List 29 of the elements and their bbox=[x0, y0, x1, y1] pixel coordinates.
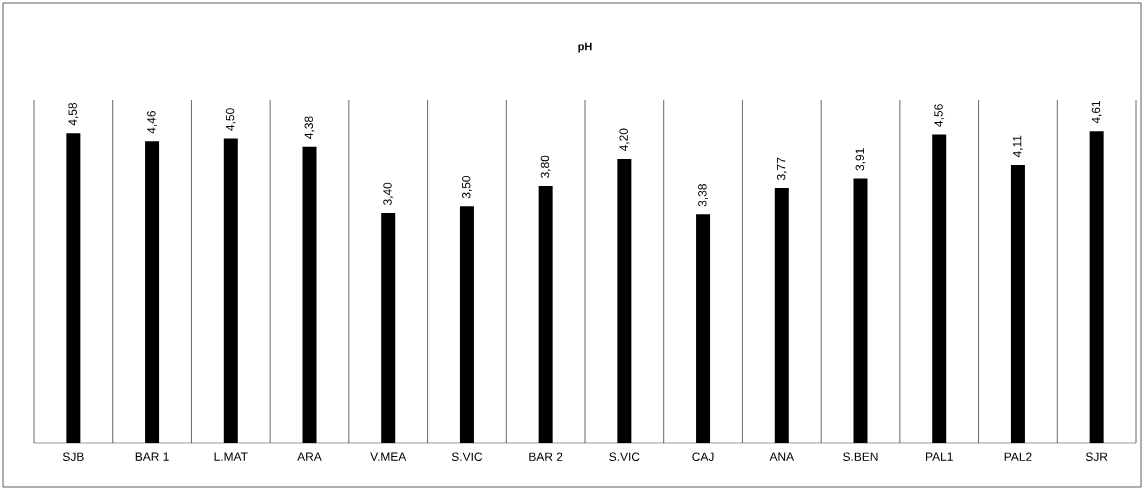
data-label: 3,80 bbox=[540, 155, 551, 178]
x-tick-label: L.MAT bbox=[214, 452, 248, 461]
data-label: 4,58 bbox=[68, 102, 79, 126]
x-tick-label: SJB bbox=[62, 452, 84, 461]
data-label: 4,56 bbox=[934, 104, 945, 127]
x-tick-label: S.VIC bbox=[451, 452, 483, 461]
data-label: 3,50 bbox=[461, 175, 472, 199]
x-tick-label: PAL2 bbox=[1004, 452, 1032, 461]
x-tick-label: ANA bbox=[769, 452, 795, 461]
data-label: 4,61 bbox=[1091, 100, 1102, 124]
data-label: 4,50 bbox=[225, 108, 236, 131]
data-label: 3,91 bbox=[855, 148, 866, 171]
x-tick-label: CAJ bbox=[692, 452, 714, 461]
data-label: 4,20 bbox=[619, 128, 630, 152]
data-label: 4,38 bbox=[304, 116, 315, 139]
x-tick-label: ARA bbox=[297, 452, 322, 461]
data-label: 3,38 bbox=[698, 184, 709, 207]
x-tick-label: BAR 1 bbox=[135, 452, 169, 461]
x-tick-label: S.VIC bbox=[609, 452, 640, 461]
data-label: 4,11 bbox=[1013, 135, 1023, 158]
chart-title: pH bbox=[578, 42, 592, 53]
x-tick-label: V.MEA bbox=[370, 452, 407, 461]
x-tick-label: S.BEN bbox=[843, 452, 878, 461]
data-label: 3,77 bbox=[776, 157, 787, 181]
x-tick-label: BAR 2 bbox=[529, 452, 563, 461]
data-label: 3,40 bbox=[383, 182, 394, 206]
x-tick-label: SJR bbox=[1085, 452, 1108, 461]
x-tick-label: PAL1 bbox=[926, 452, 953, 461]
data-label: 4,46 bbox=[147, 111, 158, 134]
